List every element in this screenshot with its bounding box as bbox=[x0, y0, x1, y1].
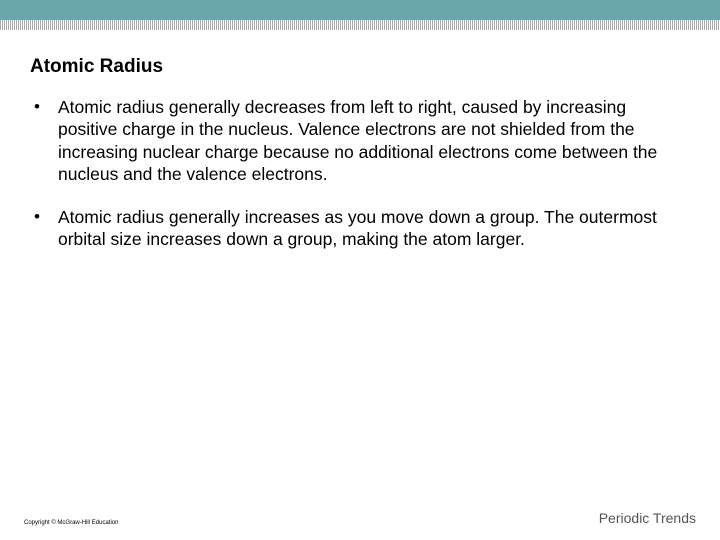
section-label: Periodic Trends bbox=[599, 510, 696, 526]
bullet-list: Atomic radius generally decreases from l… bbox=[30, 96, 690, 250]
footer: Copyright © McGraw-Hill Education Period… bbox=[0, 510, 720, 526]
content-area: Atomic Radius Atomic radius generally de… bbox=[0, 30, 720, 250]
header-band bbox=[0, 0, 720, 30]
header-solid-bar bbox=[0, 0, 720, 20]
list-item: Atomic radius generally decreases from l… bbox=[30, 96, 690, 186]
list-item: Atomic radius generally increases as you… bbox=[30, 206, 690, 251]
copyright-text: Copyright © McGraw-Hill Education bbox=[24, 520, 118, 526]
slide: Atomic Radius Atomic radius generally de… bbox=[0, 0, 720, 540]
slide-title: Atomic Radius bbox=[30, 56, 690, 78]
header-hatch-bar bbox=[0, 20, 720, 30]
